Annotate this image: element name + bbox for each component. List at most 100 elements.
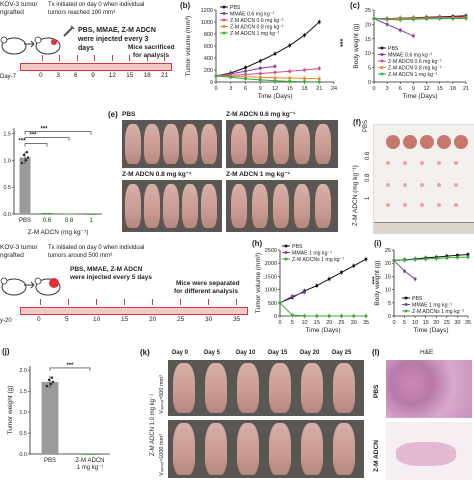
category-label: 0.6 bbox=[43, 218, 52, 224]
data-point bbox=[412, 34, 415, 38]
data-point bbox=[244, 66, 247, 69]
data-point bbox=[273, 65, 277, 68]
data-point bbox=[372, 17, 376, 20]
panel-l-row-zm: Z-M ADCN bbox=[373, 440, 380, 472]
legend-marker bbox=[404, 309, 408, 313]
significance-bracket bbox=[24, 131, 92, 135]
mouse-photo bbox=[201, 124, 217, 164]
day-label: Day 25 bbox=[332, 350, 352, 356]
mouse-photo bbox=[182, 184, 198, 228]
x-tick-label: 6 bbox=[244, 86, 247, 92]
y-tick-label: 0 bbox=[388, 314, 391, 320]
data-point bbox=[466, 255, 470, 259]
y-tick-label: 500 bbox=[268, 301, 277, 307]
panel-label: (j) bbox=[2, 347, 10, 356]
tumor-sample bbox=[403, 135, 417, 149]
data-point bbox=[244, 77, 247, 80]
panel-e: (e) PBS Z-M ADCN 0.6 mg kg⁻¹ Z-M ADCN 0.… bbox=[108, 110, 338, 235]
data-point bbox=[445, 256, 449, 260]
panel-e-row-08: Z-M ADCN 0.8 mg kg⁻¹ bbox=[122, 171, 192, 178]
lower-a-tx-2: tumors around 500 mm³ bbox=[48, 253, 113, 259]
panel-a-sac-1: Mice sacrificed bbox=[128, 44, 175, 51]
timeline-tick bbox=[111, 55, 113, 61]
data-point bbox=[413, 277, 417, 281]
data-point bbox=[47, 378, 51, 382]
y-tick-label: 25 bbox=[385, 248, 391, 254]
legend-marker bbox=[222, 12, 226, 15]
x-tick-label: 10 bbox=[302, 320, 308, 326]
data-point bbox=[258, 75, 262, 79]
data-point bbox=[403, 258, 406, 262]
panel-f-side-label: Z-M ADCN (mg kg⁻¹) bbox=[352, 165, 359, 226]
legend-label: Z-M ADCN 1 mg kg⁻¹ bbox=[230, 31, 280, 37]
y-tick-label: 1.5 bbox=[3, 131, 11, 137]
y-axis-label: Body weight (g) bbox=[374, 260, 381, 305]
significance-label: *** bbox=[18, 139, 26, 145]
mouse-photo bbox=[294, 184, 310, 228]
x-tick-label: 30 bbox=[454, 320, 460, 326]
data-point bbox=[273, 76, 277, 80]
panel-l-title: H&E bbox=[420, 349, 434, 356]
timeline-tick bbox=[146, 55, 148, 61]
y-tick-label: 1.0 bbox=[19, 410, 27, 416]
panel-e-row-06: Z-M ADCN 0.6 mg kg⁻¹ bbox=[226, 111, 296, 118]
tumor-sample bbox=[437, 135, 451, 149]
mouse-photo bbox=[231, 184, 247, 228]
legend-label: Z-M ADCN 1 mg kg⁻¹ bbox=[388, 72, 438, 78]
panel-lower-a: KOV-3 tumor ngrafted Tx initiated on day… bbox=[0, 243, 250, 333]
chart-d: 0.0 0.5 1.0 1.5 PBS 0.6 0.8 1Z-M ADCN (mg kg⁻¹)… bbox=[3, 127, 102, 236]
mouse-photo bbox=[333, 423, 355, 475]
data-point bbox=[258, 78, 262, 82]
x-axis-label: Time (Days) bbox=[402, 93, 437, 100]
legend-label: MMAE 0.6 mg kg⁻¹ bbox=[230, 12, 275, 18]
timeline-tick bbox=[94, 55, 96, 61]
lower-timeline-ticks: 0 5 10 15 20 25 30 35 bbox=[0, 243, 250, 333]
lower-a-sep-1: Mice were separated bbox=[176, 280, 240, 287]
data-point bbox=[364, 314, 368, 318]
tumor-sample bbox=[386, 183, 390, 187]
data-point bbox=[278, 301, 282, 305]
legend-label: PBS bbox=[412, 296, 423, 302]
legend-marker bbox=[380, 53, 384, 56]
data-point bbox=[352, 314, 356, 318]
category-label: 1 bbox=[89, 218, 93, 224]
mouse-photo bbox=[273, 124, 289, 164]
y-tick-label: 0.5 bbox=[3, 185, 11, 191]
significance-label: *** bbox=[29, 133, 37, 139]
data-point bbox=[303, 290, 306, 294]
data-point bbox=[288, 80, 292, 83]
lower-a-inject-2: were injected every 5 days bbox=[70, 274, 153, 281]
timeline-tick-label: 20 bbox=[149, 316, 157, 323]
he-image-zm bbox=[386, 422, 472, 480]
y-tick-label: 2.0 bbox=[19, 368, 27, 374]
significance-label: *** bbox=[336, 39, 343, 47]
data-point bbox=[425, 17, 428, 21]
data-point bbox=[258, 72, 262, 75]
data-point bbox=[412, 17, 415, 21]
timeline-tick-label: 15 bbox=[121, 316, 129, 323]
timeline-tick-label: 25 bbox=[177, 316, 185, 323]
mouse-cartoon-icon bbox=[0, 277, 61, 296]
x-tick-label: 9 bbox=[259, 86, 262, 92]
category-label: Z-M ADCN bbox=[76, 458, 105, 464]
data-point bbox=[315, 284, 319, 287]
timeline-tick bbox=[129, 55, 131, 61]
y-tick-label: 200 bbox=[204, 68, 213, 74]
data-point bbox=[340, 271, 343, 274]
data-point bbox=[25, 150, 29, 154]
legend-label: MMAE 0.6 mg kg⁻¹ bbox=[388, 53, 433, 59]
timeline-tick-label: 35 bbox=[233, 316, 241, 323]
mouse-photo bbox=[315, 124, 331, 164]
timeline-tick-label: 6 bbox=[73, 72, 78, 79]
tumor-sample bbox=[386, 161, 390, 165]
mouse-photo bbox=[125, 184, 141, 228]
series-line bbox=[215, 21, 320, 77]
series-line bbox=[373, 17, 467, 21]
x-tick-label: 12 bbox=[272, 86, 278, 92]
series-line bbox=[215, 75, 320, 80]
data-point bbox=[290, 313, 294, 317]
y-tick-label: 0 bbox=[210, 80, 213, 86]
panel-a-inject-3: days bbox=[78, 45, 94, 52]
significance-bracket bbox=[24, 137, 70, 141]
timeline-tick-label: 3 bbox=[56, 72, 61, 79]
